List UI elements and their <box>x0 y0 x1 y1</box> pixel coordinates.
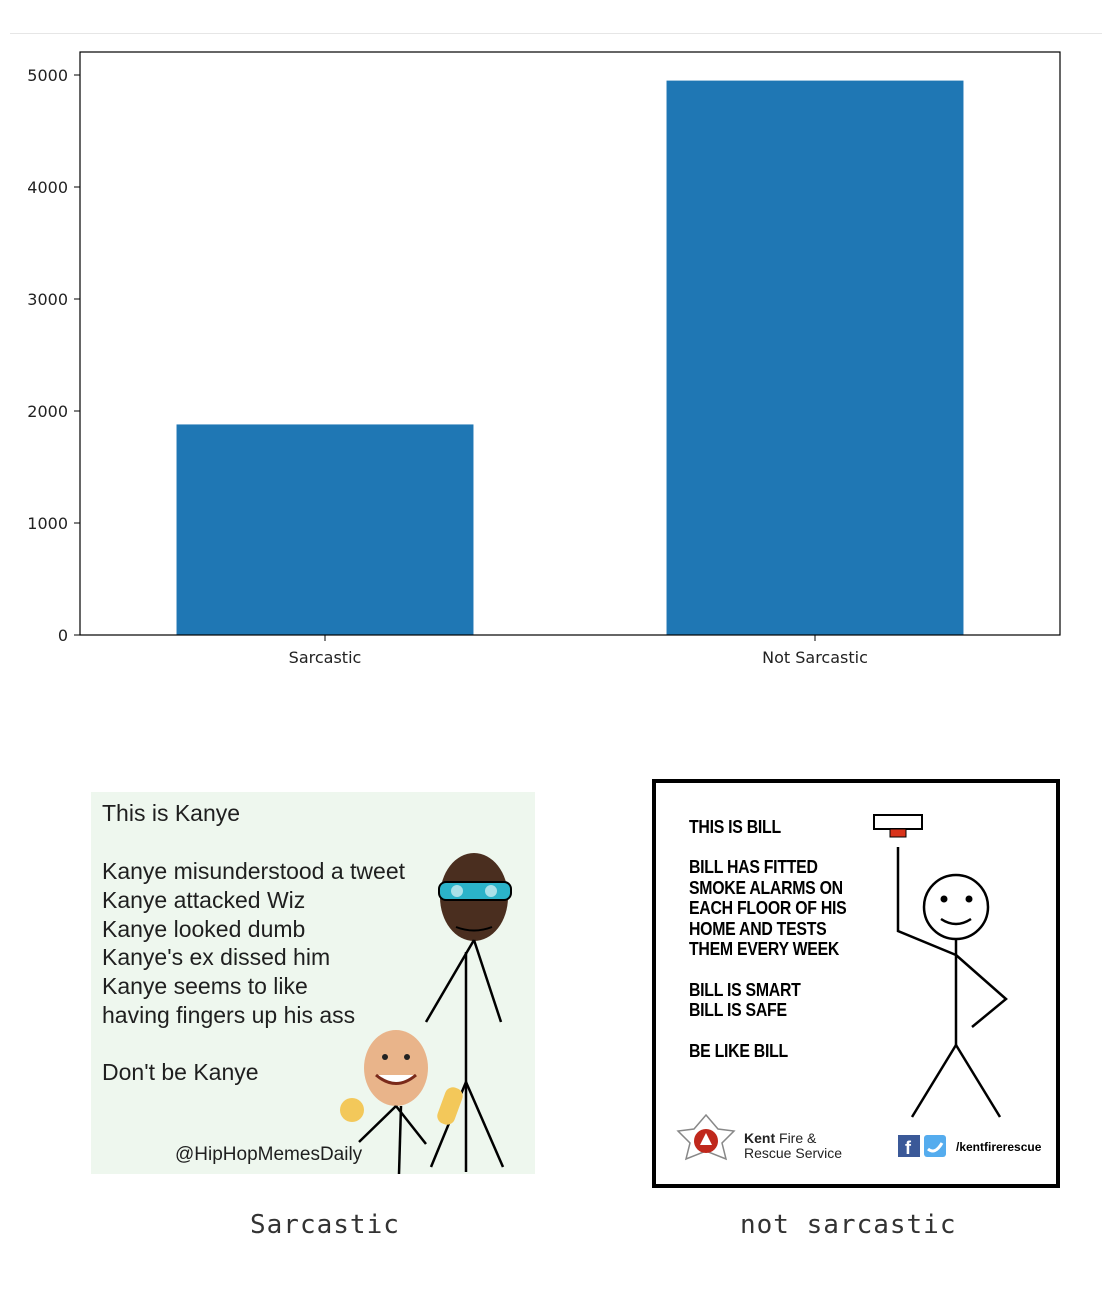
twitter-icon <box>924 1135 946 1157</box>
bill-line: BILL IS SMART <box>689 980 801 1000</box>
x-axis-ticks: Sarcastic Not Sarcastic <box>289 635 868 667</box>
left-image-caption: Sarcastic <box>250 1210 400 1240</box>
ok-hand-icon <box>340 1098 364 1122</box>
bill-line: SMOKE ALARMS ON <box>689 878 843 898</box>
meme-closing: Don't be Kanye <box>102 1059 259 1085</box>
bill-line: THEM EVERY WEEK <box>689 939 840 959</box>
bill-line: BILL IS SAFE <box>689 1000 787 1020</box>
meme-line: Kanye attacked Wiz <box>102 887 306 913</box>
bill-stick-figure: f <box>676 814 1008 1161</box>
y-tick-label: 0 <box>58 626 68 645</box>
y-tick-label: 2000 <box>27 402 68 421</box>
y-tick-label: 1000 <box>27 514 68 533</box>
right-image-caption: not sarcastic <box>740 1210 957 1240</box>
bill-line: HOME AND TESTS <box>689 919 827 939</box>
bill-line: EACH FLOOR OF HIS <box>689 898 847 918</box>
smoke-alarm-icon <box>873 814 923 838</box>
meme-line: having fingers up his ass <box>102 1002 356 1028</box>
x-tick-label: Sarcastic <box>289 648 362 667</box>
stick-figures-illustration <box>340 853 512 1174</box>
be-like-bill-meme-image: THIS IS BILL BILL HAS FITTED SMOKE ALARM… <box>652 779 1060 1188</box>
bars <box>176 80 964 636</box>
svg-text:f: f <box>905 1138 912 1158</box>
x-tick-label: Not Sarcastic <box>762 648 868 667</box>
bill-line: BILL HAS FITTED <box>689 857 818 877</box>
meme-line: Kanye's ex dissed him <box>102 944 331 970</box>
amber-face-icon <box>364 1030 428 1106</box>
bar-chart: 0 1000 2000 3000 4000 5000 Sarcastic Not Sarca… <box>27 51 1061 667</box>
kanye-face-icon <box>438 853 512 941</box>
meme-line: Kanye seems to like <box>102 973 308 999</box>
y-tick-label: 3000 <box>27 290 68 309</box>
meme-line: Kanye looked dumb <box>102 916 306 942</box>
facebook-icon: f <box>898 1135 920 1158</box>
y-axis-ticks: 0 1000 2000 3000 4000 5000 <box>27 66 80 645</box>
bar-not-sarcastic <box>666 80 964 636</box>
meme-handle: @HipHopMemesDaily <box>175 1144 363 1165</box>
bar-sarcastic <box>176 424 474 635</box>
meme-title: This is Kanye <box>102 800 241 826</box>
y-tick-label: 5000 <box>27 66 68 85</box>
kent-fire-rescue-logo-text: Kent Fire & Rescue Service <box>744 1130 843 1161</box>
fire-service-crest-icon <box>676 1113 736 1161</box>
social-handle: /kentfirerescue <box>956 1140 1042 1154</box>
y-tick-label: 4000 <box>27 178 68 197</box>
plot-frame <box>79 51 1061 636</box>
bill-closing: BE LIKE BILL <box>689 1041 788 1061</box>
bill-title: THIS IS BILL <box>689 817 781 837</box>
kanye-meme-image: This is Kanye Kanye misunderstood a twee… <box>91 792 535 1174</box>
middle-finger-icon <box>437 1087 463 1125</box>
meme-line: Kanye misunderstood a tweet <box>102 858 406 884</box>
top-divider <box>10 33 1102 34</box>
